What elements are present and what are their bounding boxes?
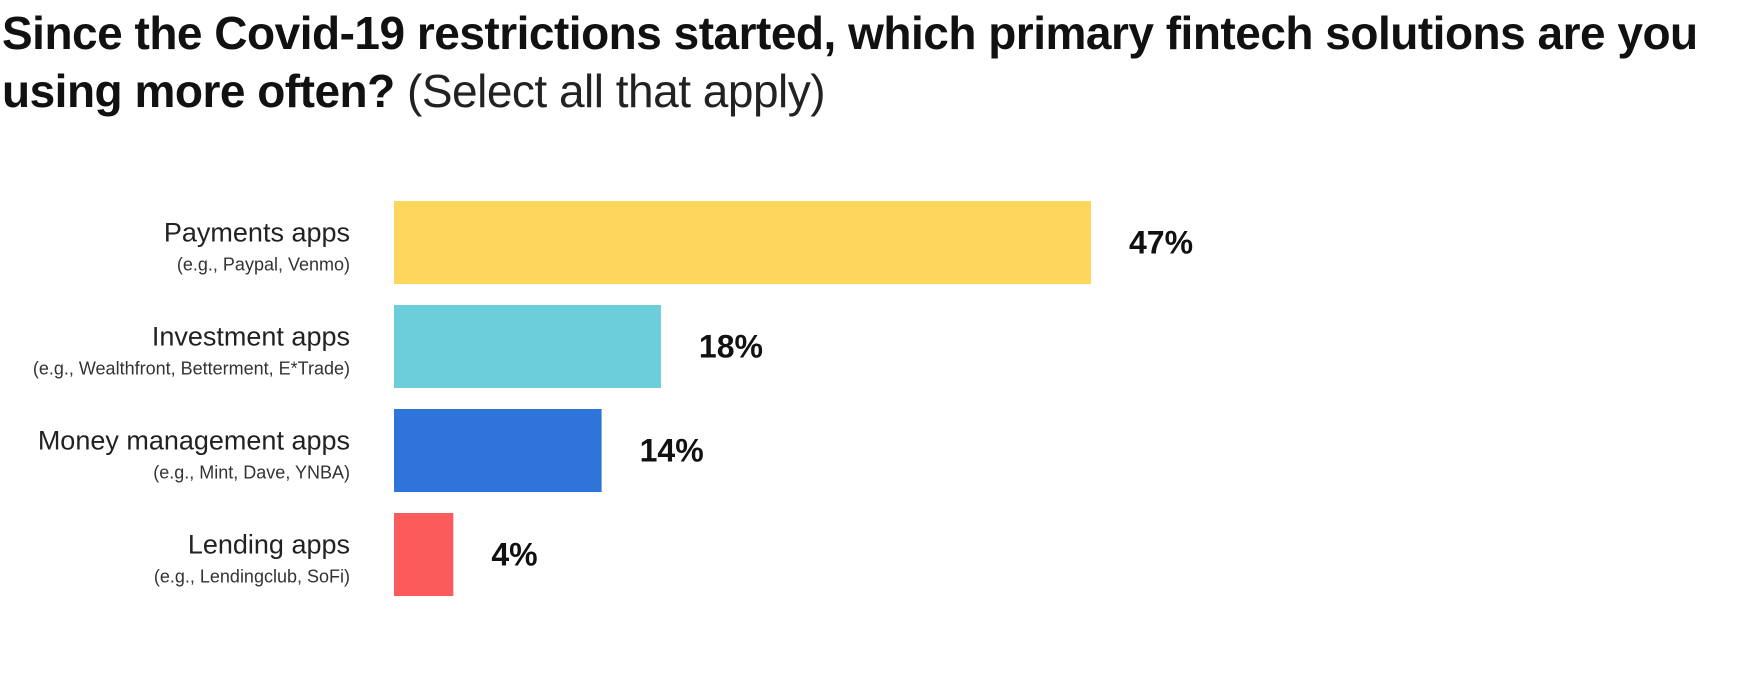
value-label: 4% (491, 537, 537, 573)
category-note: (e.g., Mint, Dave, YNBA) (153, 463, 350, 483)
value-label: 18% (699, 329, 763, 365)
value-label: 47% (1129, 225, 1193, 261)
category-label: Investment apps (152, 322, 350, 352)
bar-4 (394, 513, 454, 596)
chart-subtitle: (Select all that apply) (407, 65, 826, 117)
bar-2 (394, 305, 661, 388)
chart-title: Since the Covid-19 restrictions started,… (2, 4, 1722, 120)
category-label: Lending apps (188, 530, 350, 560)
category-note: (e.g., Lendingclub, SoFi) (154, 567, 350, 587)
category-note: (e.g., Paypal, Venmo) (177, 255, 350, 275)
bar-3 (394, 409, 602, 492)
category-note: (e.g., Wealthfront, Betterment, E*Trade) (33, 359, 350, 379)
category-label: Payments apps (164, 218, 350, 248)
chart-title-main: Since the Covid-19 restrictions started,… (2, 7, 1698, 117)
value-label: 14% (640, 433, 704, 469)
category-label: Money management apps (38, 426, 350, 456)
bar-1 (394, 201, 1091, 284)
